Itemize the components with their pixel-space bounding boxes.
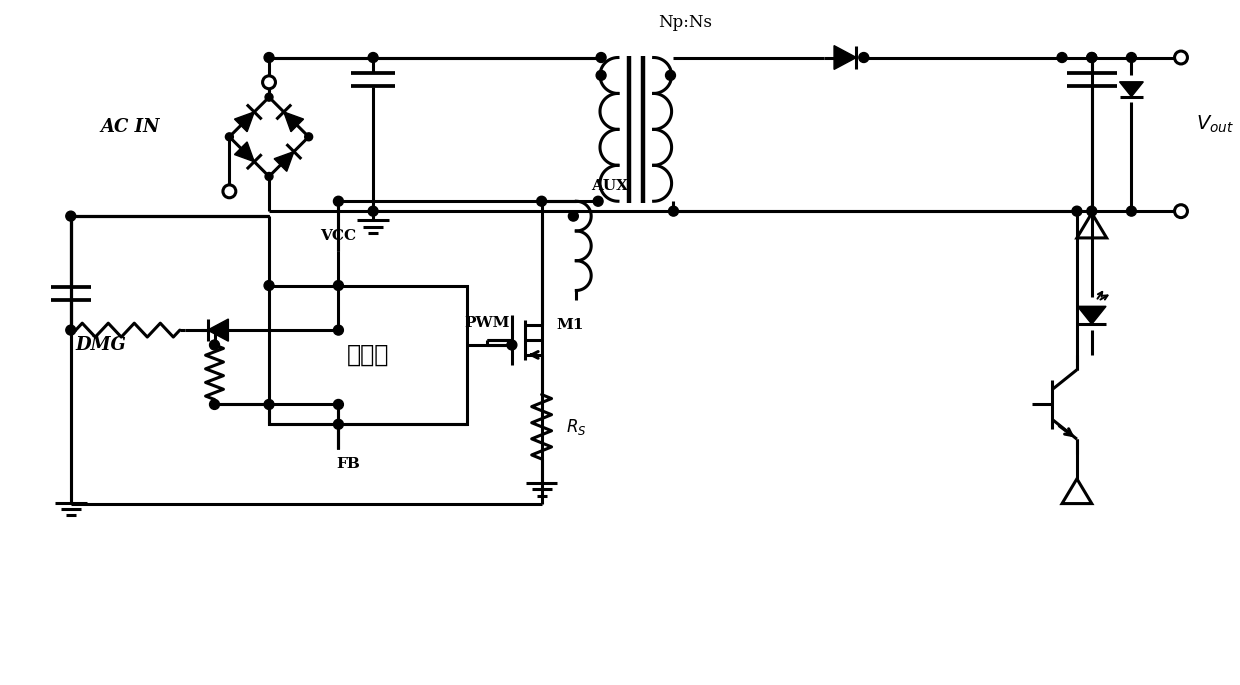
Polygon shape [835, 46, 857, 69]
Text: VCC: VCC [320, 229, 356, 243]
Circle shape [210, 399, 219, 410]
Polygon shape [207, 319, 228, 341]
Circle shape [507, 340, 517, 350]
Circle shape [1056, 53, 1066, 62]
Circle shape [1126, 206, 1136, 216]
Circle shape [305, 133, 312, 141]
Circle shape [1086, 206, 1096, 216]
Text: PWM: PWM [464, 316, 510, 330]
Circle shape [334, 419, 343, 429]
Polygon shape [1078, 306, 1106, 324]
Circle shape [334, 281, 343, 290]
Circle shape [1071, 206, 1081, 216]
Polygon shape [234, 112, 254, 132]
Circle shape [66, 211, 76, 221]
Circle shape [334, 325, 343, 335]
Polygon shape [274, 151, 294, 171]
Circle shape [263, 76, 275, 89]
Circle shape [264, 281, 274, 290]
Circle shape [368, 206, 378, 216]
Circle shape [1086, 53, 1096, 62]
Circle shape [368, 53, 378, 62]
Circle shape [264, 399, 274, 410]
Circle shape [265, 173, 273, 180]
Circle shape [1126, 53, 1136, 62]
Text: Np:Ns: Np:Ns [658, 14, 712, 32]
Text: FB: FB [336, 457, 361, 471]
Circle shape [334, 197, 343, 206]
Circle shape [596, 71, 606, 80]
Circle shape [1086, 53, 1096, 62]
Circle shape [223, 185, 236, 198]
Text: M1: M1 [557, 318, 584, 332]
Circle shape [668, 206, 678, 216]
Text: AUX: AUX [591, 179, 629, 193]
Text: 控制器: 控制器 [347, 343, 389, 367]
FancyBboxPatch shape [269, 286, 467, 424]
Circle shape [66, 325, 76, 335]
Circle shape [596, 53, 606, 62]
Polygon shape [1120, 82, 1143, 97]
Circle shape [1174, 205, 1188, 218]
Circle shape [666, 71, 676, 80]
Circle shape [537, 197, 547, 206]
Circle shape [859, 53, 869, 62]
Circle shape [568, 211, 578, 221]
Circle shape [334, 399, 343, 410]
Circle shape [265, 93, 273, 101]
Text: DMG: DMG [76, 336, 126, 354]
Circle shape [264, 53, 274, 62]
Circle shape [226, 133, 233, 141]
Text: AC IN: AC IN [100, 118, 160, 136]
Text: $R_S$: $R_S$ [567, 416, 587, 437]
Circle shape [1174, 51, 1188, 64]
Text: $V_{out}$: $V_{out}$ [1195, 114, 1234, 135]
Circle shape [593, 197, 603, 206]
Circle shape [210, 340, 219, 350]
Polygon shape [284, 112, 304, 132]
Polygon shape [234, 142, 254, 162]
